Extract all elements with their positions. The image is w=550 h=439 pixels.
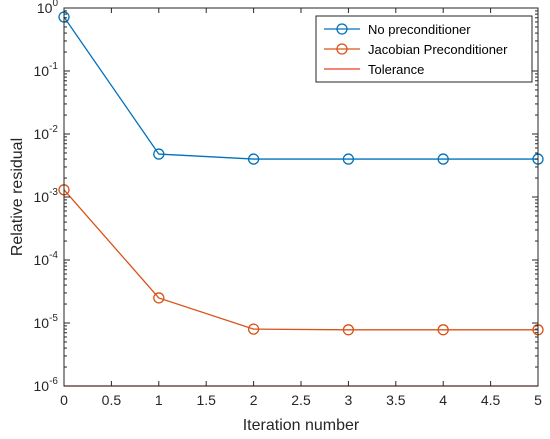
data-point-1-1 (153, 292, 165, 304)
x-tick-label: 2 (250, 392, 258, 408)
x-tick-label: 1 (155, 392, 163, 408)
legend-marker-0 (336, 23, 348, 35)
legend: No preconditioner Jacobian Preconditioner… (315, 15, 533, 83)
y-tick-label: 10-4 (34, 250, 59, 268)
x-tick-label: 3 (345, 392, 353, 408)
y-tick-label: 10-5 (34, 313, 59, 331)
x-axis-label: Iteration number (243, 417, 360, 434)
series-line-0 (63, 16, 538, 160)
legend-label-2: Tolerance (368, 62, 424, 77)
x-tick-label: 3.5 (386, 392, 406, 408)
x-tick-label: 0.5 (102, 392, 122, 408)
legend-label-0: No preconditioner (368, 22, 471, 37)
data-point-1-2 (247, 323, 260, 335)
x-tick-label: 0 (60, 392, 68, 408)
data-point-1-4 (437, 324, 449, 336)
x-tick-label: 4.5 (481, 392, 501, 408)
x-tick-label: 5 (534, 392, 542, 408)
data-point-0-2 (247, 153, 260, 165)
legend-marker-1 (336, 43, 348, 55)
data-point-0-1 (153, 148, 165, 160)
y-tick-label: 100 (37, 0, 59, 16)
x-tick-label: 2.5 (291, 392, 311, 408)
x-tick-label: 4 (439, 392, 447, 408)
data-point-0-3 (342, 153, 355, 165)
y-tick-label: 10-3 (34, 187, 59, 205)
y-tick-label: 10-2 (34, 124, 59, 142)
series-line-1 (63, 189, 538, 331)
data-point-1-3 (342, 324, 355, 336)
x-tick-label: 1.5 (196, 392, 216, 408)
legend-label-1: Jacobian Preconditioner (368, 42, 508, 57)
y-tick-label: 10-6 (34, 376, 59, 394)
y-axis-label: Relative residual (9, 138, 26, 256)
data-point-0-4 (437, 153, 449, 165)
y-tick-label: 10-1 (34, 61, 59, 79)
axes: 0 0.5 1 1.5 2 2.5 3 3.5 4 4.5 5 10-6 10-5 10-4 10-3 10-… (34, 0, 543, 408)
